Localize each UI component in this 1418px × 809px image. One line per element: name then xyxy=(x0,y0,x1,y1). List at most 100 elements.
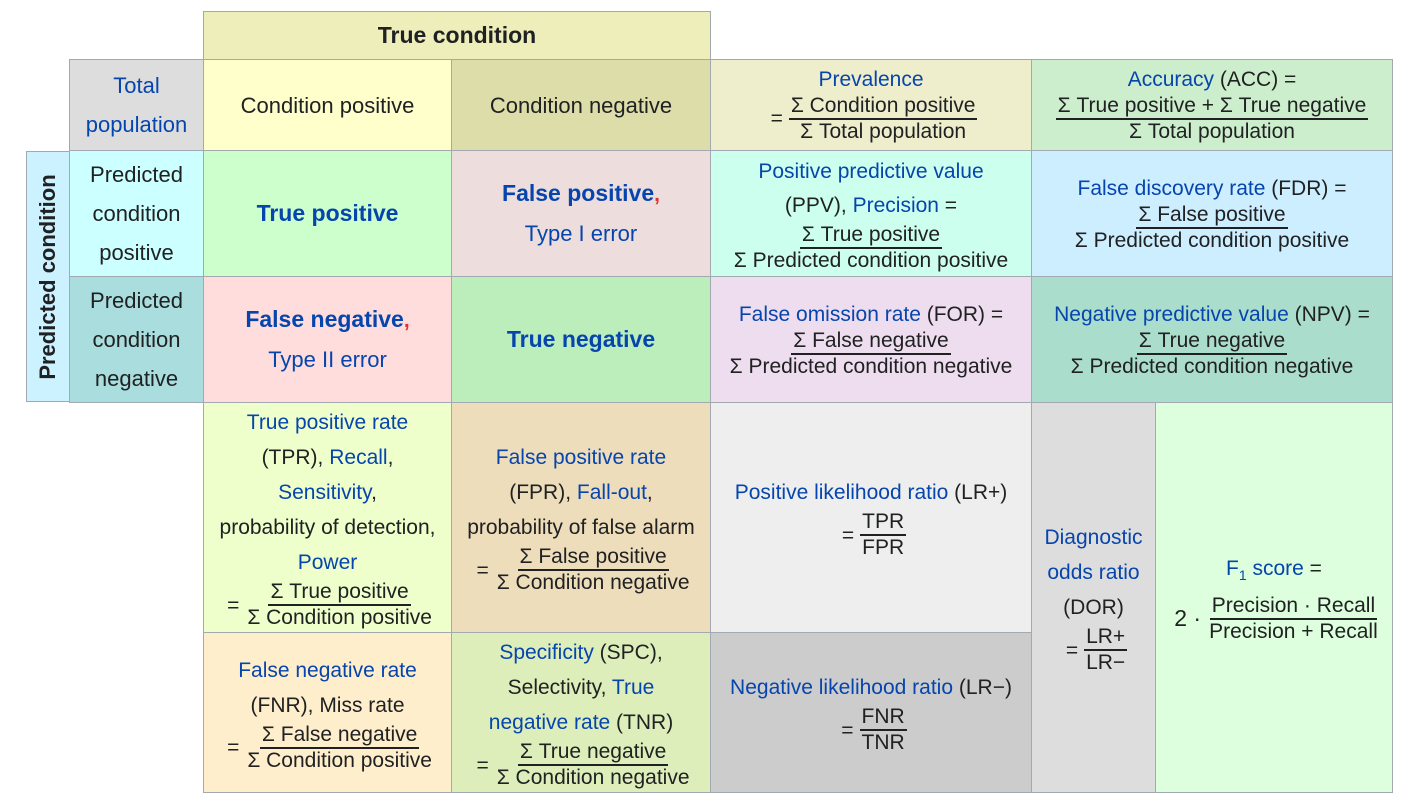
predicted-condition-label: Predicted condition xyxy=(35,173,60,380)
true-positive-cell: True positive xyxy=(203,150,452,277)
predicted-negative-line1: Predicted xyxy=(90,288,183,313)
tpr-link[interactable]: True positive rate xyxy=(246,411,409,434)
tpr-abbr: (TPR), xyxy=(261,446,330,469)
fnr-formula: = Σ False negative Σ Condition positive xyxy=(221,723,434,773)
npv-fraction: Σ True negative Σ Predicted condition ne… xyxy=(1069,329,1356,379)
f1-title: F1 score = xyxy=(1226,551,1322,593)
fraction-numerator: Σ False negative xyxy=(791,329,951,355)
fraction-numerator: Σ Condition positive xyxy=(788,94,978,120)
accuracy-cell: Accuracy (ACC) = Σ True positive + Σ Tru… xyxy=(1031,59,1393,151)
ppv-cell: Positive predictive value (PPV), Precisi… xyxy=(710,150,1032,277)
fpr-abbr-line: (FPR), Fall-out, xyxy=(509,475,653,510)
ppv-link[interactable]: Positive predictive value xyxy=(758,159,984,183)
fraction-denominator: Σ Condition negative xyxy=(496,571,690,594)
sensitivity-link[interactable]: Sensitivity xyxy=(278,481,372,504)
dor-link-line2[interactable]: odds ratio xyxy=(1047,561,1140,584)
fnr-fraction: Σ False negative Σ Condition positive xyxy=(245,723,434,773)
precision-link[interactable]: Precision xyxy=(852,193,939,217)
fnr-link[interactable]: False negative rate xyxy=(238,658,417,682)
for-link[interactable]: False omission rate xyxy=(738,302,921,326)
total-population-line1[interactable]: Total xyxy=(113,73,160,98)
fraction-denominator: Σ Predicted condition negative xyxy=(1070,354,1354,378)
fraction-numerator: Σ False positive xyxy=(517,545,669,571)
fdr-abbr: (FDR) = xyxy=(1265,176,1347,200)
f1-cell: F1 score = 2 · Precision · Recall Precis… xyxy=(1155,402,1393,793)
f1-score-word: score xyxy=(1246,557,1304,581)
power-link[interactable]: Power xyxy=(297,551,358,574)
true-negative-cell: True negative xyxy=(451,276,711,403)
npv-abbr: (NPV) = xyxy=(1288,302,1370,326)
comma: , xyxy=(371,481,377,504)
accuracy-fraction: Σ True positive + Σ True negative Σ Tota… xyxy=(1055,94,1369,144)
spc-abbr: (SPC), xyxy=(593,641,663,664)
spc-cell: Specificity (SPC), Selectivity, True neg… xyxy=(451,632,711,793)
selectivity-line: Selectivity, True xyxy=(508,670,655,705)
fdr-link[interactable]: False discovery rate xyxy=(1077,176,1266,200)
detection-text: probability of detection, xyxy=(219,516,436,539)
f1-subscript: 1 xyxy=(1238,567,1247,584)
lrn-abbr: (LR−) xyxy=(953,676,1012,699)
equals-sign: = xyxy=(1065,638,1079,662)
npv-link[interactable]: Negative predictive value xyxy=(1054,302,1289,326)
total-population-line2[interactable]: population xyxy=(85,112,188,137)
equals-sign: = xyxy=(227,736,240,759)
for-title: False omission rate (FOR) = xyxy=(739,301,1003,329)
false-positive-link[interactable]: False positive xyxy=(502,180,655,206)
sensitivity-line: Sensitivity, xyxy=(278,475,377,510)
prevalence-link[interactable]: Prevalence xyxy=(818,68,924,91)
equals-sign: = xyxy=(476,558,489,582)
ppv-tail: = xyxy=(938,193,958,217)
fraction-denominator: Precision + Recall xyxy=(1209,619,1378,643)
equals-sign: = xyxy=(476,753,489,777)
fpr-link[interactable]: False positive rate xyxy=(495,446,667,469)
recall-link[interactable]: Recall xyxy=(329,446,388,469)
total-population-cell: Total population xyxy=(69,59,204,151)
fraction-numerator: Σ False negative xyxy=(259,723,420,749)
comma: , xyxy=(403,309,410,332)
false-negative-link[interactable]: False negative xyxy=(245,306,404,332)
predicted-condition-header: Predicted condition xyxy=(26,151,70,402)
equals-sign: = xyxy=(770,107,783,130)
fall-out-link[interactable]: Fall-out xyxy=(576,481,647,504)
lrp-link[interactable]: Positive likelihood ratio xyxy=(734,481,949,504)
true-condition-label: True condition xyxy=(377,22,537,48)
tnr-link-part2[interactable]: negative rate xyxy=(488,711,611,734)
fraction-denominator: Σ Total population xyxy=(1129,120,1295,143)
tpr-abbr-line: (TPR), Recall, xyxy=(262,440,394,475)
equals-sign: = xyxy=(841,523,855,547)
lrp-abbr: (LR+) xyxy=(948,481,1008,504)
tnr-line: negative rate (TNR) xyxy=(489,705,673,740)
predicted-positive-line3: positive xyxy=(99,240,174,265)
true-negative-link[interactable]: True negative xyxy=(506,326,656,352)
tnr-link-part1[interactable]: True xyxy=(611,676,655,699)
comma: , xyxy=(646,481,653,504)
npv-cell: Negative predictive value (NPV) = Σ True… xyxy=(1031,276,1393,403)
false-alarm-text: probability of false alarm xyxy=(467,516,695,539)
lrn-title: Negative likelihood ratio (LR−) xyxy=(730,670,1012,705)
fnr-abbr: (FNR), Miss rate xyxy=(250,693,405,717)
true-positive-link[interactable]: True positive xyxy=(256,200,399,226)
fdr-title: False discovery rate (FDR) = xyxy=(1078,175,1347,203)
predicted-positive-cell: Predicted condition positive xyxy=(69,150,204,277)
type-i-error-link[interactable]: Type I error xyxy=(524,221,638,246)
accuracy-link[interactable]: Accuracy xyxy=(1127,68,1215,91)
condition-positive-cell: Condition positive xyxy=(203,59,452,151)
f1-link[interactable]: F1 score xyxy=(1226,557,1304,583)
prevalence-formula: = Σ Condition positive Σ Total populatio… xyxy=(765,94,978,144)
type-ii-error-link[interactable]: Type II error xyxy=(268,347,387,372)
selectivity-text: Selectivity, xyxy=(507,676,612,699)
dor-link-line1[interactable]: Diagnostic xyxy=(1044,526,1143,549)
fraction-numerator: Σ True positive + Σ True negative xyxy=(1055,94,1369,120)
lrp-title: Positive likelihood ratio (LR+) xyxy=(735,475,1008,510)
comma: , xyxy=(387,446,394,469)
f1-fraction: Precision · Recall Precision + Recall xyxy=(1207,594,1380,644)
specificity-link[interactable]: Specificity xyxy=(499,641,594,664)
fraction-denominator: Σ Condition positive xyxy=(247,606,432,629)
fraction-numerator: LR+ xyxy=(1084,625,1128,651)
ppv-abbr: (PPV), xyxy=(784,193,853,217)
tpr-cell: True positive rate (TPR), Recall, Sensit… xyxy=(203,402,452,633)
lrn-link[interactable]: Negative likelihood ratio xyxy=(730,676,954,699)
fraction-denominator: TNR xyxy=(861,731,905,754)
spc-formula: = Σ True negative Σ Condition negative xyxy=(470,740,691,790)
tpr-fraction: Σ True positive Σ Condition positive xyxy=(245,580,434,630)
